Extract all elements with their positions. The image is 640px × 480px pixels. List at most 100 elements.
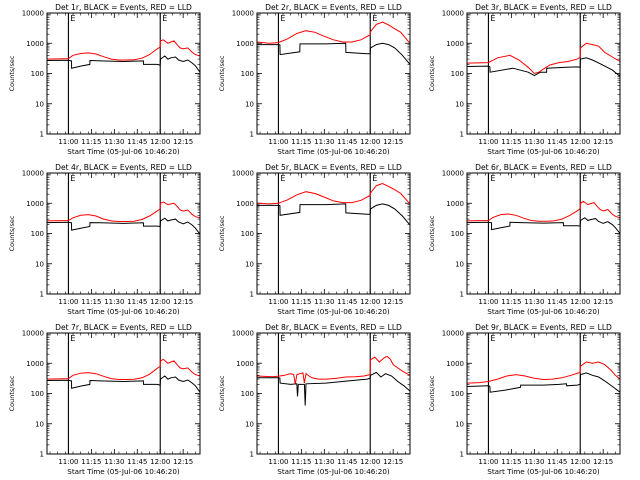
y-tick-label: 100	[31, 230, 44, 238]
x-axis-label: Start Time (05-Jul-06 10:46:20)	[277, 467, 390, 476]
time-marker-label: E	[70, 174, 75, 183]
y-tick-label: 1000	[446, 360, 464, 368]
y-tick-label: 100	[451, 390, 464, 398]
x-tick-label: 12:00	[570, 138, 590, 146]
panel-title: Det 9r, BLACK = Events, RED = LLD	[475, 323, 612, 332]
x-tick-label: 11:00	[58, 298, 78, 306]
time-marker-label: E	[162, 14, 167, 23]
x-tick-label: 11:00	[478, 458, 498, 466]
plot-frame	[256, 332, 411, 455]
time-marker-label: E	[490, 334, 495, 343]
time-marker-label: E	[70, 334, 75, 343]
detector-panel: Det 4r, BLACK = Events, RED = LLD Counts/…	[8, 163, 201, 316]
y-tick-label: 10000	[22, 170, 44, 178]
y-axis-label: Counts/sec	[428, 375, 436, 411]
y-tick-label: 100	[451, 70, 464, 78]
x-tick-label: 11:45	[547, 298, 567, 306]
x-tick-label: 11:15	[81, 138, 101, 146]
x-tick-label: 11:00	[268, 458, 288, 466]
time-marker-label: E	[70, 14, 75, 23]
time-marker-label: E	[582, 14, 587, 23]
x-tick-label: 12:00	[150, 138, 170, 146]
y-tick-label: 100	[241, 70, 254, 78]
x-axis-label: Start Time (05-Jul-06 10:46:20)	[67, 467, 180, 476]
x-tick-label: 11:30	[524, 458, 544, 466]
plot-frame	[466, 12, 621, 135]
events-series-line	[466, 57, 621, 77]
y-tick-label: 10	[245, 420, 254, 428]
x-axis-label: Start Time (05-Jul-06 10:46:20)	[487, 307, 600, 316]
lld-series-line	[46, 39, 201, 61]
y-tick-label: 10000	[232, 330, 254, 338]
x-tick-label: 11:30	[524, 298, 544, 306]
x-tick-label: 11:00	[268, 298, 288, 306]
x-tick-label: 11:45	[547, 458, 567, 466]
time-marker-label: E	[162, 334, 167, 343]
y-tick-label: 1000	[26, 360, 44, 368]
x-tick-label: 11:15	[291, 138, 311, 146]
y-tick-label: 10000	[22, 10, 44, 18]
x-axis-label: Start Time (05-Jul-06 10:46:20)	[487, 147, 600, 156]
y-axis-label: Counts/sec	[8, 375, 16, 411]
x-tick-label: 11:30	[314, 138, 334, 146]
x-tick-label: 11:45	[547, 138, 567, 146]
panel-title: Det 2r, BLACK = Events, RED = LLD	[265, 3, 402, 12]
plot-frame	[466, 172, 621, 295]
time-marker-label: E	[372, 334, 377, 343]
x-tick-label: 12:15	[593, 298, 613, 306]
lld-series-line	[466, 361, 621, 384]
panel-title: Det 7r, BLACK = Events, RED = LLD	[55, 323, 192, 332]
y-tick-label: 100	[241, 230, 254, 238]
x-tick-label: 12:00	[360, 298, 380, 306]
time-marker-label: E	[162, 174, 167, 183]
x-tick-label: 11:30	[314, 298, 334, 306]
time-marker-label: E	[280, 174, 285, 183]
panel-title: Det 8r, BLACK = Events, RED = LLD	[265, 323, 402, 332]
y-axis-label: Counts/sec	[218, 55, 226, 91]
x-tick-label: 12:00	[360, 458, 380, 466]
y-tick-label: 1000	[236, 360, 254, 368]
x-tick-label: 12:00	[360, 138, 380, 146]
y-tick-label: 1000	[446, 200, 464, 208]
y-tick-label: 1000	[26, 40, 44, 48]
detector-panel: Det 5r, BLACK = Events, RED = LLD Counts/…	[218, 163, 411, 316]
time-marker-label: E	[582, 174, 587, 183]
x-axis-label: Start Time (05-Jul-06 10:46:20)	[67, 307, 180, 316]
x-tick-label: 11:15	[501, 298, 521, 306]
y-tick-label: 1	[40, 291, 44, 299]
events-series-line	[46, 55, 201, 73]
y-tick-label: 1000	[446, 40, 464, 48]
y-tick-label: 10	[35, 100, 44, 108]
y-tick-label: 10000	[442, 170, 464, 178]
y-axis-label: Counts/sec	[218, 375, 226, 411]
x-tick-label: 11:45	[127, 298, 147, 306]
lld-series-line	[466, 200, 621, 222]
plot-frame	[46, 12, 201, 135]
events-series-line	[257, 42, 411, 65]
x-tick-label: 11:30	[104, 138, 124, 146]
y-tick-label: 1	[40, 131, 44, 139]
x-tick-label: 12:15	[173, 298, 193, 306]
panel-title: Det 3r, BLACK = Events, RED = LLD	[475, 3, 612, 12]
plot-frame	[466, 332, 621, 455]
y-tick-label: 100	[31, 390, 44, 398]
panel-title: Det 5r, BLACK = Events, RED = LLD	[265, 163, 402, 172]
time-marker-label: E	[372, 14, 377, 23]
x-tick-label: 12:15	[383, 138, 403, 146]
y-tick-label: 1000	[236, 200, 254, 208]
y-axis-label: Counts/sec	[8, 215, 16, 251]
y-tick-label: 10	[455, 100, 464, 108]
x-tick-label: 11:15	[81, 458, 101, 466]
x-axis-label: Start Time (05-Jul-06 10:46:20)	[67, 147, 180, 156]
y-axis-label: Counts/sec	[8, 55, 16, 91]
detector-panel: Det 6r, BLACK = Events, RED = LLD Counts/…	[428, 163, 621, 316]
lld-series-line	[46, 201, 201, 222]
events-series-line	[257, 371, 411, 406]
x-tick-label: 11:45	[127, 458, 147, 466]
x-tick-label: 12:15	[173, 138, 193, 146]
y-tick-label: 1000	[236, 40, 254, 48]
x-tick-label: 11:30	[314, 458, 334, 466]
y-axis-label: Counts/sec	[218, 215, 226, 251]
x-tick-label: 12:15	[593, 458, 613, 466]
